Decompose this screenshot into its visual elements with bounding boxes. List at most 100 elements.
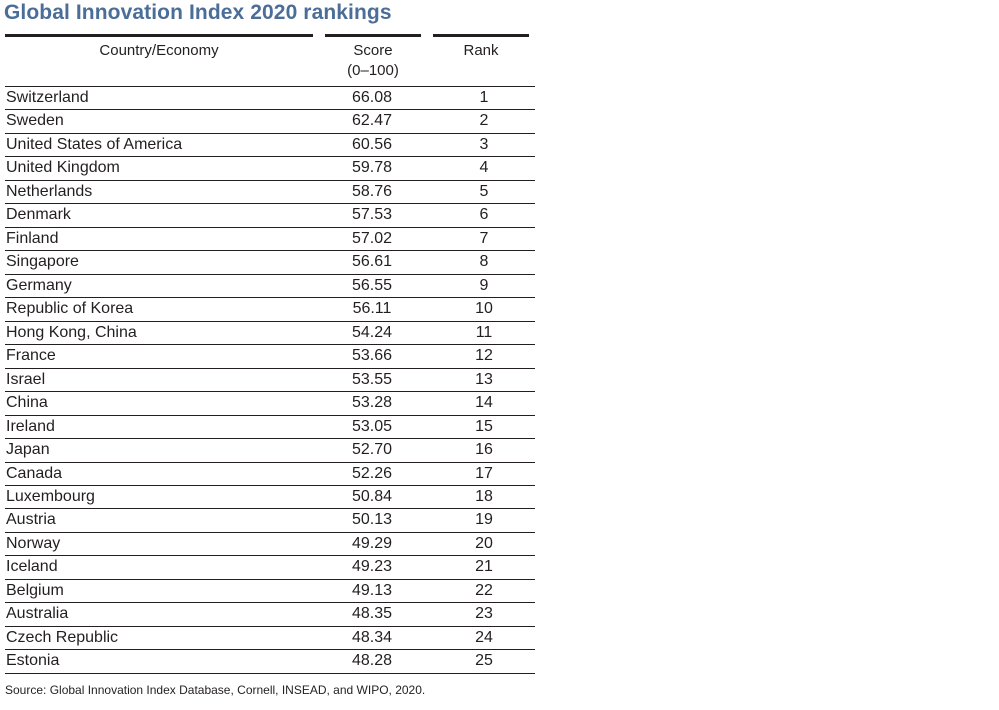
table-row: Singapore 56.61 8 (5, 251, 535, 275)
rank-cell: 3 (479, 135, 489, 153)
table-row: Switzerland 66.08 1 (5, 87, 535, 111)
country-cell: Netherlands (6, 182, 93, 200)
score-cell: 50.84 (351, 487, 393, 505)
country-cell: Austria (6, 511, 56, 529)
country-cell: Iceland (6, 558, 58, 576)
rank-cell: 5 (479, 182, 489, 200)
rank-cell: 2 (479, 112, 489, 130)
score-cell: 52.70 (351, 441, 393, 459)
rank-cell: 9 (479, 276, 489, 294)
column-header-score-range: (0–100) (347, 62, 399, 79)
country-cell: Republic of Korea (6, 300, 134, 318)
rank-cell: 23 (475, 605, 493, 623)
country-cell: Germany (6, 276, 72, 294)
table-row: Germany 56.55 9 (5, 275, 535, 299)
score-cell: 57.53 (351, 206, 393, 224)
table-row: Norway 49.29 20 (5, 533, 535, 557)
column-header-score: Score (0–100) (322, 41, 424, 81)
country-cell: United States of America (6, 135, 183, 153)
rank-cell: 16 (475, 441, 493, 459)
score-cell: 56.55 (351, 276, 393, 294)
table-row: Estonia 48.28 25 (5, 650, 535, 674)
score-cell: 50.13 (351, 511, 393, 529)
score-cell: 49.13 (351, 581, 393, 599)
score-cell: 48.28 (351, 652, 393, 670)
column-header-rank: Rank (433, 41, 529, 61)
table-body: Switzerland 66.08 1 Sweden 62.47 2 United Stat… (5, 87, 535, 674)
country-cell: Canada (6, 464, 63, 482)
rank-cell: 15 (475, 417, 493, 435)
rank-cell: 19 (475, 511, 493, 529)
rank-cell: 24 (475, 628, 493, 646)
table-row: Iceland 49.23 21 (5, 556, 535, 580)
country-cell: France (6, 347, 56, 365)
table-row: Luxembourg 50.84 18 (5, 486, 535, 510)
score-cell: 53.28 (351, 394, 393, 412)
score-cell: 53.05 (351, 417, 393, 435)
column-header-rank-label: Rank (463, 42, 499, 59)
country-cell: Norway (6, 534, 61, 552)
country-cell: Japan (6, 441, 50, 459)
rank-cell: 14 (475, 394, 493, 412)
header-rule-rank (433, 34, 529, 37)
rank-cell: 17 (475, 464, 493, 482)
score-cell: 60.56 (351, 135, 393, 153)
rank-cell: 21 (475, 558, 493, 576)
table-row: Israel 53.55 13 (5, 369, 535, 393)
rank-cell: 8 (479, 253, 489, 271)
rank-cell: 13 (475, 370, 493, 388)
country-cell: Sweden (6, 112, 64, 130)
country-cell: Switzerland (6, 89, 89, 106)
score-cell: 53.55 (351, 370, 393, 388)
table-row: Sweden 62.47 2 (5, 110, 535, 134)
header-rule-country (5, 34, 313, 37)
rank-cell: 4 (479, 159, 489, 177)
table-row: United Kingdom 59.78 4 (5, 157, 535, 181)
table-row: Austria 50.13 19 (5, 509, 535, 533)
score-cell: 56.61 (351, 253, 393, 271)
score-cell: 62.47 (351, 112, 393, 130)
table-row: Czech Republic 48.34 24 (5, 627, 535, 651)
country-cell: Ireland (6, 417, 55, 435)
column-header-country-label: Country/Economy (99, 42, 219, 59)
country-cell: Belgium (6, 581, 64, 599)
header-rule-score (325, 34, 421, 37)
rank-cell: 10 (475, 300, 493, 318)
table-title: Global Innovation Index 2020 rankings (4, 1, 392, 24)
country-cell: Czech Republic (6, 628, 119, 646)
score-cell: 48.34 (351, 628, 393, 646)
rank-cell: 20 (475, 534, 493, 552)
rank-cell: 11 (475, 323, 493, 341)
country-cell: Finland (6, 229, 59, 247)
rank-cell: 22 (475, 581, 493, 599)
header-bottom-rule (5, 86, 535, 87)
country-cell: Luxembourg (6, 487, 95, 505)
table-row: Finland 57.02 7 (5, 228, 535, 252)
score-cell: 57.02 (351, 229, 393, 247)
score-cell: 59.78 (351, 159, 393, 177)
table-row: Republic of Korea 56.11 10 (5, 298, 535, 322)
score-cell: 49.29 (351, 534, 393, 552)
table-row: China 53.28 14 (5, 392, 535, 416)
table-row: Belgium 49.13 22 (5, 580, 535, 604)
country-cell: Singapore (6, 253, 79, 271)
score-cell: 58.76 (351, 182, 393, 200)
table-row: Japan 52.70 16 (5, 439, 535, 463)
rank-cell: 6 (479, 206, 489, 224)
score-cell: 52.26 (351, 464, 393, 482)
column-header-score-label: Score (353, 42, 393, 59)
score-cell: 53.66 (351, 347, 393, 365)
country-cell: Israel (6, 370, 46, 388)
table-row: France 53.66 12 (5, 345, 535, 369)
table-row: Ireland 53.05 15 (5, 416, 535, 440)
country-cell: Estonia (6, 652, 60, 670)
score-cell: 66.08 (351, 89, 393, 106)
rank-cell: 18 (475, 487, 493, 505)
score-cell: 56.11 (352, 300, 392, 318)
score-cell: 49.23 (351, 558, 393, 576)
table-row: Hong Kong, China 54.24 11 (5, 322, 535, 346)
country-cell: Hong Kong, China (6, 323, 137, 341)
rank-cell: 1 (479, 89, 489, 106)
country-cell: Denmark (6, 206, 71, 224)
country-cell: United Kingdom (6, 159, 120, 177)
